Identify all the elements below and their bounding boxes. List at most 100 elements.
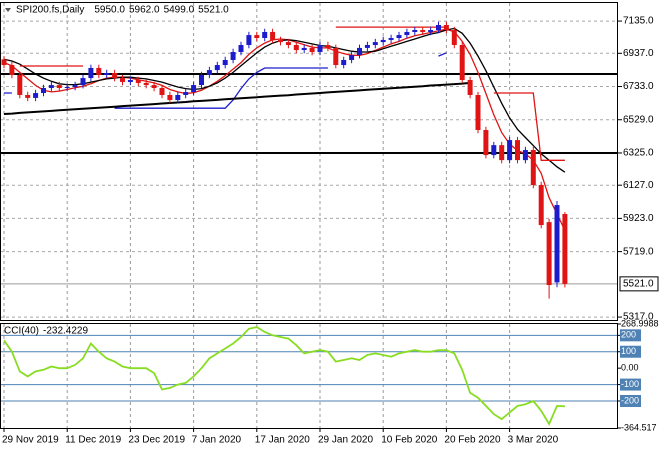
candle-body bbox=[238, 45, 244, 53]
indicator-line bbox=[4, 52, 447, 109]
y-tick-label: 5719.0 bbox=[623, 246, 654, 257]
candle-body bbox=[554, 205, 560, 283]
ohlc-label: 5499.0 bbox=[164, 5, 195, 16]
candle-body bbox=[515, 140, 520, 161]
candle-body bbox=[325, 45, 331, 48]
candle-body bbox=[214, 65, 220, 71]
y-tick-label: 6529.0 bbox=[623, 114, 654, 125]
candle-body bbox=[104, 73, 110, 75]
candle-body bbox=[428, 30, 434, 32]
candle-body bbox=[72, 85, 78, 88]
candle-body bbox=[285, 42, 291, 46]
y-tick-label: 5317.0 bbox=[623, 312, 654, 323]
candle-body bbox=[436, 24, 441, 31]
level-label-box bbox=[620, 378, 641, 391]
y-tick-label: 200 bbox=[621, 330, 636, 340]
candle-body bbox=[499, 145, 505, 161]
cci-title: CCI(40) bbox=[4, 326, 39, 337]
y-tick-label: -100 bbox=[621, 379, 639, 389]
x-tick-label: 3 Mar 2020 bbox=[508, 435, 559, 446]
candle-body bbox=[56, 85, 62, 88]
y-tick-label: 5923.0 bbox=[623, 213, 654, 224]
indicator-line bbox=[3, 27, 566, 173]
ohlc-label: 5962.0 bbox=[129, 5, 160, 16]
candle-body bbox=[159, 87, 165, 95]
y-tick-label: 6325.0 bbox=[623, 148, 654, 159]
indicator-line bbox=[3, 81, 471, 115]
level-label-box bbox=[620, 345, 641, 358]
price-label: 5521.0 bbox=[623, 278, 654, 289]
x-tick-label: 11 Dec 2019 bbox=[65, 435, 121, 446]
y-tick-label: 7135.0 bbox=[623, 16, 654, 27]
x-tick-label: 29 Jan 2020 bbox=[318, 435, 373, 446]
candle-body bbox=[420, 30, 426, 32]
y-tick-label: 0.00 bbox=[621, 363, 639, 373]
candle-body bbox=[175, 94, 181, 101]
y-tick-label: 6127.0 bbox=[623, 180, 654, 191]
candle-body bbox=[467, 80, 473, 95]
y-tick-label: -364.517 bbox=[621, 422, 657, 432]
x-tick-label: 17 Jan 2020 bbox=[255, 435, 310, 446]
candle-body bbox=[562, 214, 568, 284]
candle-body bbox=[341, 59, 347, 66]
candle-body bbox=[372, 42, 378, 46]
symbol-icon bbox=[5, 8, 11, 12]
candle-body bbox=[451, 30, 457, 46]
y-tick-label: 6937.0 bbox=[623, 48, 654, 59]
level-label-box bbox=[620, 394, 641, 407]
candle-body bbox=[151, 85, 157, 88]
candle-body bbox=[293, 45, 299, 51]
candle-body bbox=[9, 65, 15, 75]
candle-body bbox=[206, 70, 212, 75]
cci-panel-border bbox=[0, 323, 618, 429]
y-tick-label: 6733.0 bbox=[623, 81, 654, 92]
candle-body bbox=[530, 150, 536, 186]
cci-line bbox=[3, 326, 565, 426]
candle-body bbox=[80, 78, 86, 86]
candle-body bbox=[475, 94, 481, 130]
candle-body bbox=[246, 35, 252, 46]
candle-body bbox=[33, 93, 39, 98]
candle-body bbox=[309, 47, 315, 53]
candle-body bbox=[301, 47, 307, 51]
candle-body bbox=[349, 55, 355, 60]
candle-body bbox=[199, 74, 204, 86]
candle-body bbox=[278, 39, 283, 43]
indicator-line bbox=[493, 92, 565, 161]
y-tick-label: 100 bbox=[621, 346, 636, 356]
candle-body bbox=[333, 47, 339, 66]
candle-body bbox=[48, 85, 54, 88]
plot bbox=[0, 21, 618, 426]
candle-body bbox=[183, 92, 189, 95]
y-tick-label: 268.9988 bbox=[621, 318, 659, 328]
candle-body bbox=[396, 35, 402, 39]
candle-body bbox=[88, 67, 94, 79]
candle-body bbox=[167, 94, 173, 101]
candle-body bbox=[380, 39, 386, 43]
x-tick-label: 10 Feb 2020 bbox=[381, 435, 438, 446]
candle-body bbox=[364, 45, 370, 48]
candle-body bbox=[64, 87, 70, 89]
candle-body bbox=[127, 80, 133, 82]
candle-body bbox=[270, 31, 276, 40]
candle-body bbox=[404, 31, 410, 36]
candle-body bbox=[483, 129, 489, 156]
ohlc-label: 5950.0 bbox=[94, 5, 125, 16]
candle-body bbox=[230, 52, 236, 60]
x-tick-label: 23 Dec 2019 bbox=[128, 435, 185, 446]
candle-body bbox=[317, 45, 323, 53]
candle-body bbox=[143, 82, 149, 86]
candle-body bbox=[41, 87, 46, 94]
candle-body bbox=[507, 140, 513, 161]
candle-body bbox=[17, 74, 23, 95]
candle-body bbox=[120, 78, 125, 82]
x-tick-label: 29 Nov 2019 bbox=[2, 435, 59, 446]
level-label-box bbox=[620, 329, 641, 342]
candle-body bbox=[522, 150, 528, 161]
x-tick-label: 20 Feb 2020 bbox=[444, 435, 501, 446]
candle-body bbox=[254, 35, 260, 39]
candle-body bbox=[443, 24, 449, 31]
candle-body bbox=[112, 73, 118, 79]
candle-body bbox=[262, 31, 268, 39]
